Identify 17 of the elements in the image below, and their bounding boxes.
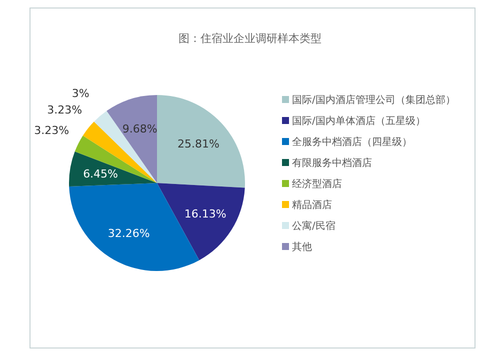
legend-label: 经济型酒店 — [292, 178, 342, 190]
data-label: 3.23% — [34, 124, 70, 137]
data-label: 3% — [72, 87, 90, 100]
legend-label: 全服务中档酒店（四星级） — [292, 136, 412, 148]
data-label: 6.45% — [83, 168, 118, 181]
legend-label: 国际/国内单体酒店（五星级） — [292, 115, 426, 127]
data-label: 3.23% — [47, 104, 82, 117]
legend-label: 有限服务中档酒店 — [292, 157, 372, 169]
data-label: 9.68% — [122, 122, 158, 136]
chart-title: 图：住宿业企业调研样本类型 — [178, 32, 322, 45]
data-label: 32.26% — [108, 226, 150, 240]
legend-label: 其他 — [292, 241, 312, 253]
legend-label: 精品酒店 — [292, 199, 332, 211]
data-label: 16.13% — [184, 207, 226, 220]
legend-label: 公寓/民宿 — [292, 220, 336, 232]
data-label: 25.81% — [178, 138, 220, 151]
legend-label: 国际/国内酒店管理公司（集团总部） — [292, 94, 456, 106]
